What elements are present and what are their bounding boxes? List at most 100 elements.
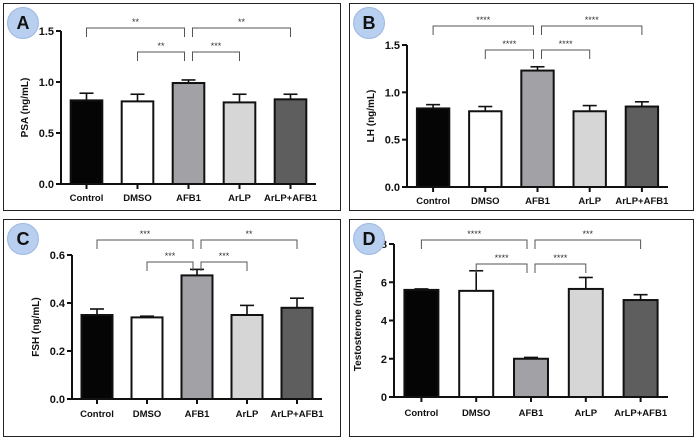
significance-label: ***	[140, 229, 151, 239]
y-tick-label: 0.6	[50, 250, 65, 262]
significance-bracket	[420, 239, 528, 249]
x-tick-label: DMSO	[471, 196, 500, 207]
x-tick-label: DMSO	[123, 193, 152, 204]
y-tick-label: 1.5	[39, 26, 54, 38]
x-tick-label: AFB1	[176, 193, 202, 204]
x-tick-label: ArLP+AFB1	[264, 193, 318, 204]
significance-label: ****	[502, 39, 517, 49]
panel-c: 0.0 0.2 0.4 0.6 FSH (ng/mL) Control DMSO AFB1 Ar…	[3, 219, 341, 437]
y-tick-label: 4	[381, 316, 388, 328]
y-tick-label: 0.4	[50, 298, 66, 310]
bar-afb1	[180, 274, 214, 400]
significance-bracket	[484, 49, 534, 59]
y-axis-label: Testosterone (ng/mL)	[353, 270, 364, 371]
significance-bracket	[192, 51, 240, 61]
x-tick-label: AFB1	[519, 408, 545, 419]
significance-bracket	[534, 239, 642, 249]
significance-label: **	[157, 41, 165, 51]
x-tick-label: ArLP	[228, 193, 251, 204]
y-axis-label: LH (ng/mL)	[366, 90, 377, 143]
bar-arlp-afb1	[280, 306, 314, 400]
x-tick-label: Control	[80, 409, 114, 420]
bar-control	[69, 99, 104, 185]
significance-bracket	[541, 25, 643, 35]
y-tick-label: 0.2	[50, 346, 65, 358]
y-tick-label: 0	[381, 392, 387, 404]
x-tick-label: ArLP	[578, 196, 601, 207]
x-tick-label: DMSO	[133, 409, 162, 420]
x-tick-label: AFB1	[525, 196, 551, 207]
x-tick-label: ArLP	[574, 408, 597, 419]
significance-bracket	[146, 261, 194, 271]
chart-b: 0.0 0.5 1.0 1.5 LH (ng/mL) Control DMSO AFB1 ArL…	[366, 15, 669, 207]
significance-label: ****	[553, 253, 568, 263]
y-axis-label: FSH (ng/mL)	[31, 297, 42, 356]
chart-a: 0.0 0.5 1.0 1.5 PSA (ng/mL) Control DMSO AFB1 Ar…	[20, 17, 318, 204]
chart-c: 0.0 0.2 0.4 0.6 FSH (ng/mL) Control DMSO AFB1 Ar…	[31, 229, 324, 420]
significance-label: ****	[476, 15, 491, 25]
y-tick-label: 8	[381, 239, 387, 251]
significance-bracket	[200, 261, 248, 271]
y-tick-label: 0.0	[39, 179, 54, 191]
bar-arlp	[222, 101, 257, 185]
significance-label: **	[132, 17, 140, 27]
significance-label: **	[245, 229, 253, 239]
bar-arlp	[572, 110, 607, 188]
bar-arlp-afb1	[624, 105, 660, 188]
y-tick-label: 0.0	[385, 182, 400, 194]
panel-label-c: C	[7, 223, 39, 255]
significance-bracket	[541, 49, 591, 59]
x-tick-label: Control	[416, 196, 450, 207]
x-tick-label: ArLP+AFB1	[270, 409, 324, 420]
bar-arlp-afb1	[622, 299, 659, 398]
panel-b: 0.0 0.5 1.0 1.5 LH (ng/mL) Control DMSO AFB1 ArL…	[349, 3, 694, 211]
panel-label-a: A	[7, 7, 39, 39]
bar-control	[415, 107, 451, 188]
significance-bracket	[432, 25, 534, 35]
bar-afb1	[520, 69, 555, 188]
y-tick-label: 0.5	[385, 135, 400, 147]
x-tick-label: DMSO	[462, 408, 491, 419]
y-tick-label: 1.0	[39, 77, 54, 89]
bar-control	[403, 288, 440, 398]
significance-label: ****	[467, 229, 482, 239]
significance-label: **	[238, 17, 246, 27]
y-tick-label: 0.0	[50, 394, 65, 406]
chart-d: 0 2 4 6 8 Testosterone (ng/mL) Control DMSO AFB1…	[353, 229, 668, 419]
significance-label: ****	[585, 15, 600, 25]
x-tick-label: ArLP+AFB1	[614, 408, 668, 419]
significance-bracket	[475, 263, 528, 273]
significance-bracket	[86, 27, 185, 37]
significance-label: ***	[211, 41, 222, 51]
significance-label: ***	[583, 229, 594, 239]
x-tick-label: Control	[70, 193, 104, 204]
panel-label-d: D	[353, 223, 385, 255]
bar-afb1	[513, 357, 549, 398]
y-tick-label: 0.5	[39, 128, 54, 140]
y-tick-label: 2	[381, 354, 387, 366]
panel-a: 0.0 0.5 1.0 1.5 PSA (ng/mL) Control DMSO AFB1 Ar…	[3, 3, 341, 211]
panel-label-b: B	[353, 7, 385, 39]
x-tick-label: Control	[405, 408, 439, 419]
bar-control	[80, 314, 114, 400]
significance-bracket	[192, 27, 291, 37]
significance-bracket	[200, 239, 298, 249]
significance-bracket	[137, 51, 185, 61]
bar-dmso	[468, 110, 503, 188]
significance-bracket	[534, 263, 587, 273]
x-tick-label: AFB1	[185, 409, 211, 420]
significance-label: ****	[559, 39, 574, 49]
bar-arlp-afb1	[273, 98, 308, 185]
y-tick-label: 6	[381, 277, 387, 289]
significance-label: ****	[495, 253, 510, 263]
bar-arlp	[567, 287, 604, 398]
bar-dmso	[130, 316, 164, 400]
bar-arlp	[230, 314, 264, 400]
y-tick-label: 1.5	[385, 40, 400, 52]
bar-dmso	[458, 289, 495, 398]
significance-label: ***	[219, 251, 230, 261]
panel-d: 0 2 4 6 8 Testosterone (ng/mL) Control DMSO AFB1…	[349, 219, 694, 437]
y-axis-label: PSA (ng/mL)	[20, 78, 31, 138]
x-tick-label: ArLP	[236, 409, 259, 420]
x-tick-label: ArLP+AFB1	[615, 196, 669, 207]
